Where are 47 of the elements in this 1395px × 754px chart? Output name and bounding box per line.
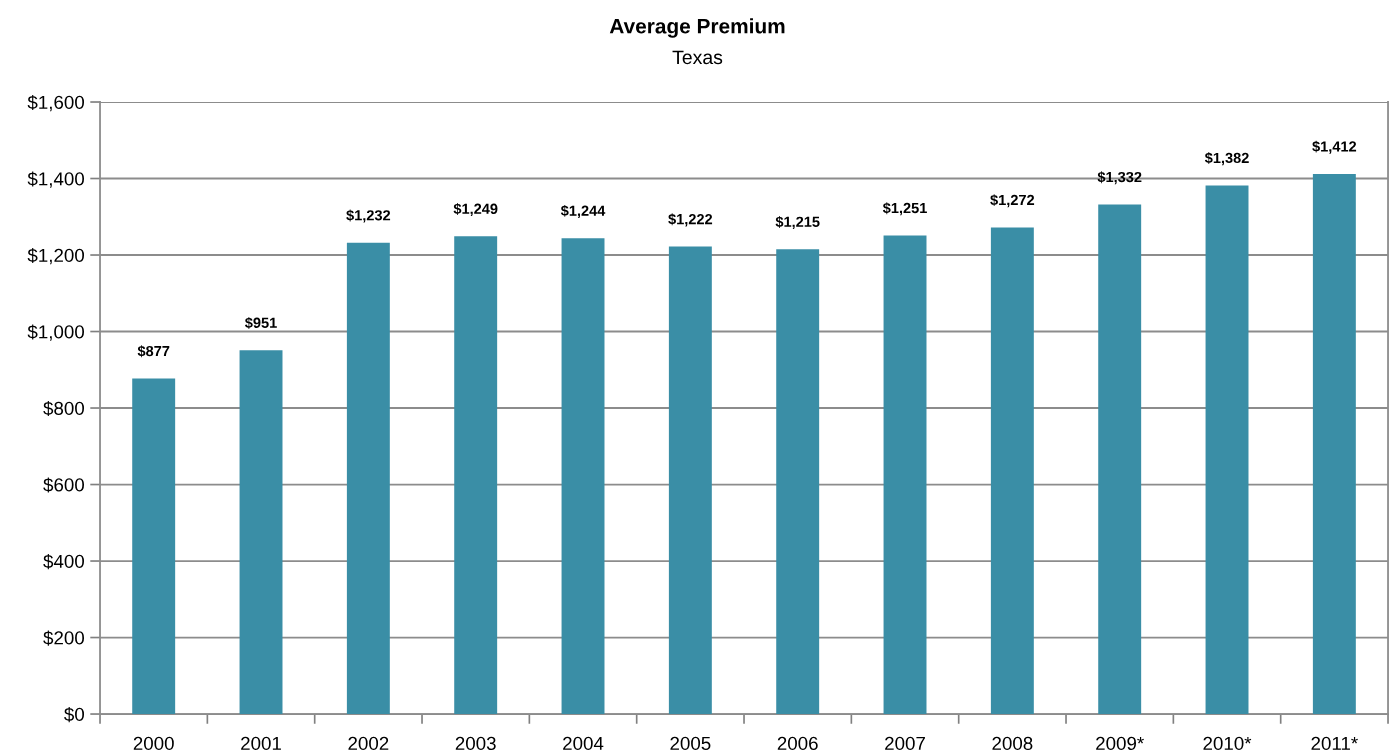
y-tick-label: $400 xyxy=(43,553,85,570)
y-tick-label: $800 xyxy=(43,400,85,417)
data-label: $1,272 xyxy=(990,194,1035,208)
data-label: $1,412 xyxy=(1312,140,1357,154)
chart-subtitle: Texas xyxy=(672,50,723,65)
data-label: $1,232 xyxy=(346,209,391,223)
bar xyxy=(561,238,605,715)
y-tick-label: $200 xyxy=(43,630,85,646)
data-label: $1,251 xyxy=(882,202,927,216)
x-tick-label: 2000 xyxy=(133,736,174,751)
data-label: $1,215 xyxy=(775,215,820,230)
bar xyxy=(1312,173,1356,715)
x-tick-label: 2011* xyxy=(1311,736,1358,751)
data-label: $951 xyxy=(244,316,277,329)
bar xyxy=(883,235,927,715)
y-tick-label: $1,200 xyxy=(27,247,85,265)
data-label: $1,332 xyxy=(1097,171,1142,185)
x-tick-label: 2004 xyxy=(563,736,604,751)
chart-title: Average Premium xyxy=(609,18,785,38)
x-tick-label: 2007 xyxy=(885,736,925,751)
bar xyxy=(776,249,820,715)
data-label: $1,222 xyxy=(668,213,713,227)
x-tick-label: 2002 xyxy=(348,736,389,751)
data-label: $877 xyxy=(137,345,170,358)
bar xyxy=(132,378,176,715)
bar xyxy=(1098,204,1142,715)
y-tick-label: $0 xyxy=(64,706,85,723)
x-tick-label: 2009* xyxy=(1096,736,1144,751)
bar xyxy=(990,227,1034,715)
bar xyxy=(454,236,498,715)
x-tick-label: 2001 xyxy=(241,736,281,751)
x-tick-label: 2005 xyxy=(670,736,711,751)
data-label: $1,382 xyxy=(1204,152,1249,166)
bar xyxy=(668,246,712,715)
x-tick-label: 2008 xyxy=(992,736,1033,751)
data-label: $1,249 xyxy=(453,202,498,217)
y-tick-label: $1,600 xyxy=(27,94,85,112)
data-label: $1,244 xyxy=(560,204,606,218)
bar xyxy=(1205,185,1249,715)
bar xyxy=(346,242,390,715)
y-tick-label: $600 xyxy=(43,477,85,493)
x-tick-label: 2003 xyxy=(455,736,496,751)
x-tick-label: 2010* xyxy=(1203,736,1252,751)
y-tick-label: $1,400 xyxy=(27,171,85,188)
y-tick-label: $1,000 xyxy=(27,324,85,341)
bar xyxy=(239,350,283,715)
x-tick-label: 2006 xyxy=(777,736,818,751)
